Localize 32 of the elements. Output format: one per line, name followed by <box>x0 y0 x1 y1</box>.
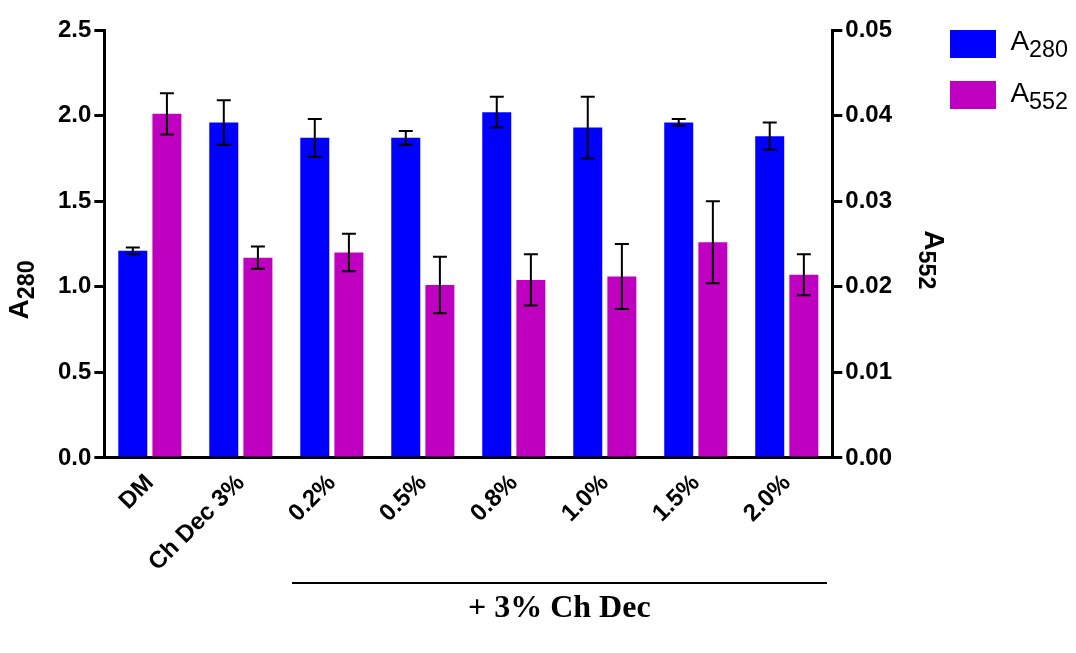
bar <box>118 250 148 457</box>
y-tick-label: 1.5 <box>57 185 92 213</box>
bar <box>209 122 239 457</box>
bar <box>482 112 512 457</box>
y-tick-label: 2.0 <box>57 100 92 128</box>
bar <box>300 137 330 457</box>
bar <box>755 136 785 457</box>
bar <box>789 274 819 457</box>
bar <box>152 113 182 457</box>
y2-tick-label: 0.02 <box>845 271 893 299</box>
y2-tick-label: 0.00 <box>845 442 893 470</box>
y2-tick-label: 0.03 <box>845 185 893 213</box>
y2-tick-label: 0.04 <box>845 100 893 128</box>
y-tick-label: 0.5 <box>57 356 92 384</box>
legend-label: A$_{552}$ <box>1010 76 1068 115</box>
y-tick-label: 2.5 <box>57 14 92 42</box>
y2-tick-label: 0.01 <box>845 356 893 384</box>
bar <box>425 285 455 457</box>
y2-tick-label: 0.05 <box>845 14 893 42</box>
text: + 3% Ch Dec <box>466 588 652 625</box>
bar <box>664 122 694 457</box>
y-tick-label: 0.0 <box>57 442 92 470</box>
bar <box>516 279 546 457</box>
bar <box>391 137 421 457</box>
legend-label: A$_{280}$ <box>1010 25 1068 63</box>
bar <box>573 127 603 457</box>
bar <box>698 242 728 457</box>
bar <box>607 276 637 457</box>
bar <box>334 252 364 457</box>
bar <box>243 257 273 457</box>
x-tick-label: DM <box>112 468 159 514</box>
y-tick-label: 1.0 <box>57 271 92 299</box>
